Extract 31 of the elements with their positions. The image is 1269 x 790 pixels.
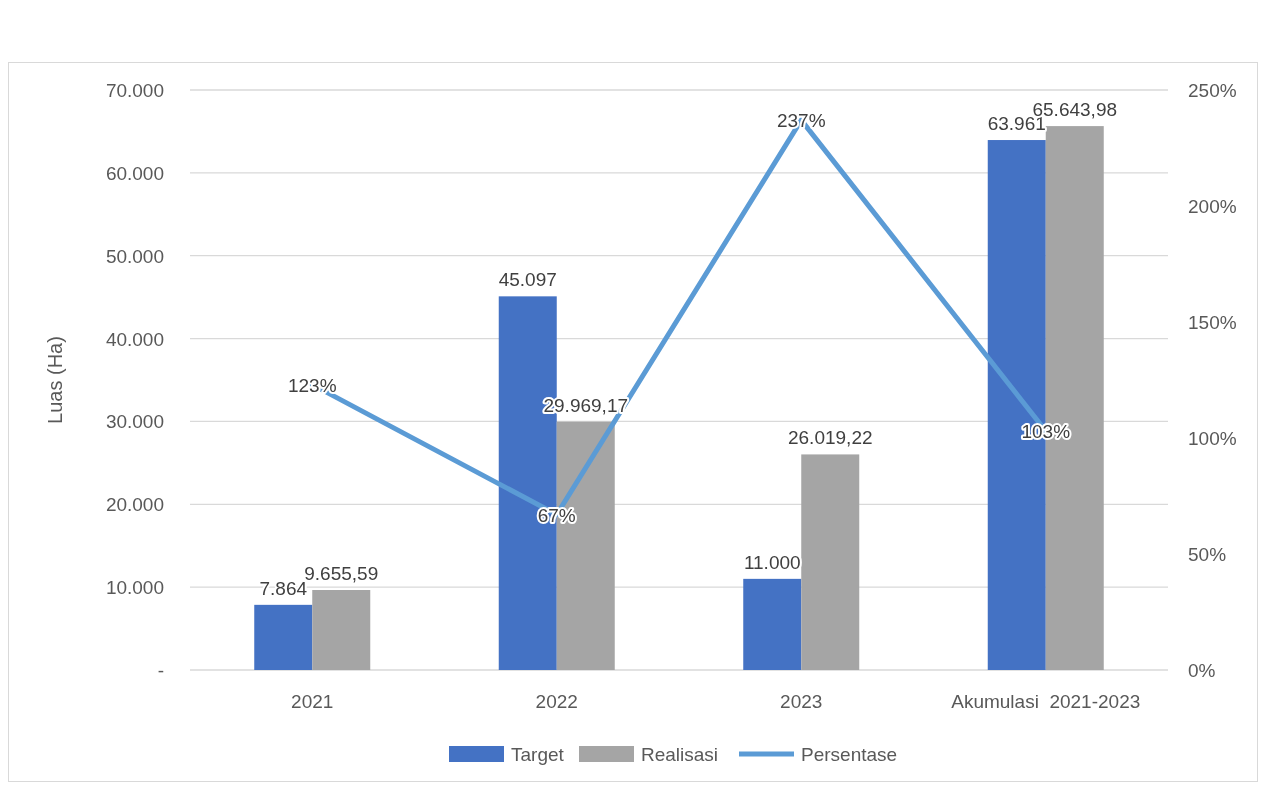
y-tick-label: 40.000 <box>105 328 164 350</box>
y-tick-label: - <box>157 660 164 681</box>
data-label: 45.097 <box>498 269 557 291</box>
bar <box>254 604 313 670</box>
y2-tick-label: 200% <box>1188 196 1237 217</box>
data-label: 103% <box>1021 421 1071 443</box>
y2-tick-label: 0% <box>1188 660 1216 681</box>
y-tick-label: 60.000 <box>105 162 164 184</box>
legend-label: Realisasi <box>641 744 719 765</box>
bar <box>312 590 371 670</box>
x-tick-label: 2021 <box>291 691 334 712</box>
data-label: 11.000 <box>743 551 801 573</box>
y-tick-label: 50.000 <box>105 245 164 267</box>
y2-tick-label: 100% <box>1188 428 1237 449</box>
y-tick-label: 30.000 <box>105 411 164 433</box>
x-tick-label: Akumulasi 2021-2023 <box>951 691 1141 712</box>
bar <box>801 454 860 670</box>
data-label: 237% <box>776 110 826 132</box>
y2-tick-label: 250% <box>1188 80 1237 101</box>
y-tick-label: 20.000 <box>105 494 164 516</box>
x-tick-label: 2022 <box>535 691 578 712</box>
y-tick-label: 70.000 <box>105 80 164 101</box>
x-tick-label: 2023 <box>780 691 823 712</box>
legend-label: Persentase <box>801 744 898 765</box>
legend-label: Target <box>511 744 565 765</box>
bar <box>743 578 802 670</box>
y2-tick-label: 150% <box>1188 312 1237 333</box>
y2-tick-label: 50% <box>1188 544 1227 565</box>
data-label: 26.019,22 <box>787 427 873 449</box>
y-axis-title: Luas (Ha) <box>44 336 66 424</box>
y-tick-label: 10.000 <box>105 577 164 599</box>
